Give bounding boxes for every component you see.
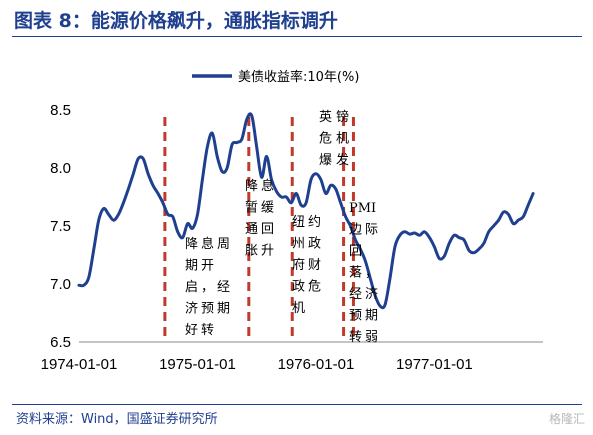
x-tick-label: 1976-01-01 xyxy=(278,356,355,373)
annotation-char: 弱 xyxy=(365,330,378,345)
annotation-char: 州 xyxy=(292,237,305,252)
annotation-char: PMI xyxy=(349,201,376,216)
annotation-char: 回 xyxy=(349,244,362,259)
annotation-char: 济 xyxy=(185,302,198,317)
y-tick-label: 7.0 xyxy=(50,276,71,293)
annotation-char: 转 xyxy=(201,323,214,338)
annotation-char: 缓 xyxy=(261,201,274,216)
annotation-char: 机 xyxy=(292,301,305,316)
annotation-char: 危 xyxy=(308,280,321,295)
annotation-char: 危 xyxy=(319,132,332,147)
y-tick-label: 7.5 xyxy=(50,218,71,235)
chart-series xyxy=(77,112,535,310)
annotation-char: 回 xyxy=(261,222,274,237)
annotation-char: 预 xyxy=(349,309,362,324)
annotation-char: 通 xyxy=(245,222,258,237)
annotation-char: 边 xyxy=(349,223,362,238)
x-tick-label: 1974-01-01 xyxy=(41,356,118,373)
annotation-char: 升 xyxy=(261,244,274,259)
annotation-char: 济 xyxy=(365,287,378,302)
annotation-char: 启 xyxy=(185,280,198,295)
event-annotation: 降息暂 缓通 回胀升 xyxy=(245,178,274,259)
annotation-char: 政 xyxy=(308,237,321,252)
annotation-char: 周 xyxy=(217,237,230,252)
x-tick-label: 1977-01-01 xyxy=(396,356,473,373)
chart-events xyxy=(163,117,355,336)
annotation-char: 机 xyxy=(336,132,349,147)
y-tick-label: 8.5 xyxy=(50,102,71,119)
chart-axes: 6.5 7.0 7.5 8.0 8.5 1974-01-01 1975-01-01 1976-… xyxy=(41,102,543,373)
x-tick-label: 1975-01-01 xyxy=(159,356,236,373)
watermark-logo: 格隆汇 xyxy=(548,412,585,426)
annotation-char: 镑 xyxy=(336,109,349,125)
annotation-char: 好 xyxy=(185,323,198,338)
annotation-char: 落 xyxy=(349,266,362,281)
annotation-char: 期 xyxy=(217,302,230,317)
event-annotation: 降息周期 开启，经济预期好转 xyxy=(185,236,230,338)
chart-annotations: 降息周期 开启，经济预期好 转降 息暂 缓通 回胀 升纽 约州 政府 财政 危机英 镑危 机爆 发PMI边… xyxy=(185,109,378,345)
annotation-char: 胀 xyxy=(245,244,258,259)
annotation-char: 约 xyxy=(308,215,321,230)
annotation-char: 纽 xyxy=(292,215,305,230)
annotation-char: 降 xyxy=(245,179,258,194)
y-tick-label: 8.0 xyxy=(50,160,71,177)
event-annotation: 英镑危 机爆发 xyxy=(319,109,349,168)
source-note: 资料来源：Wind，国盛证券研究所 xyxy=(16,412,218,427)
annotation-char: 财 xyxy=(308,258,321,273)
annotation-char: 转 xyxy=(349,330,362,345)
legend-label: 美债收益率:10年(%) xyxy=(238,69,359,85)
annotation-char: 预 xyxy=(201,302,214,317)
event-annotation: 纽约州 政府 财政 危机 xyxy=(292,215,321,316)
annotation-char: 期 xyxy=(185,259,198,274)
annotation-char: 爆 xyxy=(319,153,332,168)
page-title: 图表 8：能源价格飙升，通胀指标调升 xyxy=(14,10,338,32)
event-annotation: PMI 边 际回落 ，经 济预 期转弱 xyxy=(349,201,378,345)
annotation-char: ， xyxy=(365,266,378,281)
y-tick-label: 6.5 xyxy=(50,334,71,351)
annotation-char: 英 xyxy=(319,110,332,125)
annotation-char: 经 xyxy=(217,280,230,295)
annotation-char: 际 xyxy=(365,223,378,238)
annotation-char: 息 xyxy=(261,178,274,194)
annotation-char: 经 xyxy=(349,287,362,302)
annotation-char: 降 xyxy=(185,237,198,252)
annotation-char: 府 xyxy=(292,258,305,273)
source-divider xyxy=(12,404,582,405)
annotation-char: 发 xyxy=(336,152,349,168)
annotation-char: 息 xyxy=(201,236,214,252)
annotation-char: ， xyxy=(201,280,214,295)
annotation-char: 暂 xyxy=(245,201,258,216)
annotation-char: 期 xyxy=(365,309,378,324)
title-divider xyxy=(12,36,582,37)
annotation-char: 政 xyxy=(292,280,305,295)
annotation-char: 开 xyxy=(201,259,214,274)
chart-legend: 美债收益率:10年(%) xyxy=(192,69,359,85)
series-line xyxy=(77,112,535,310)
